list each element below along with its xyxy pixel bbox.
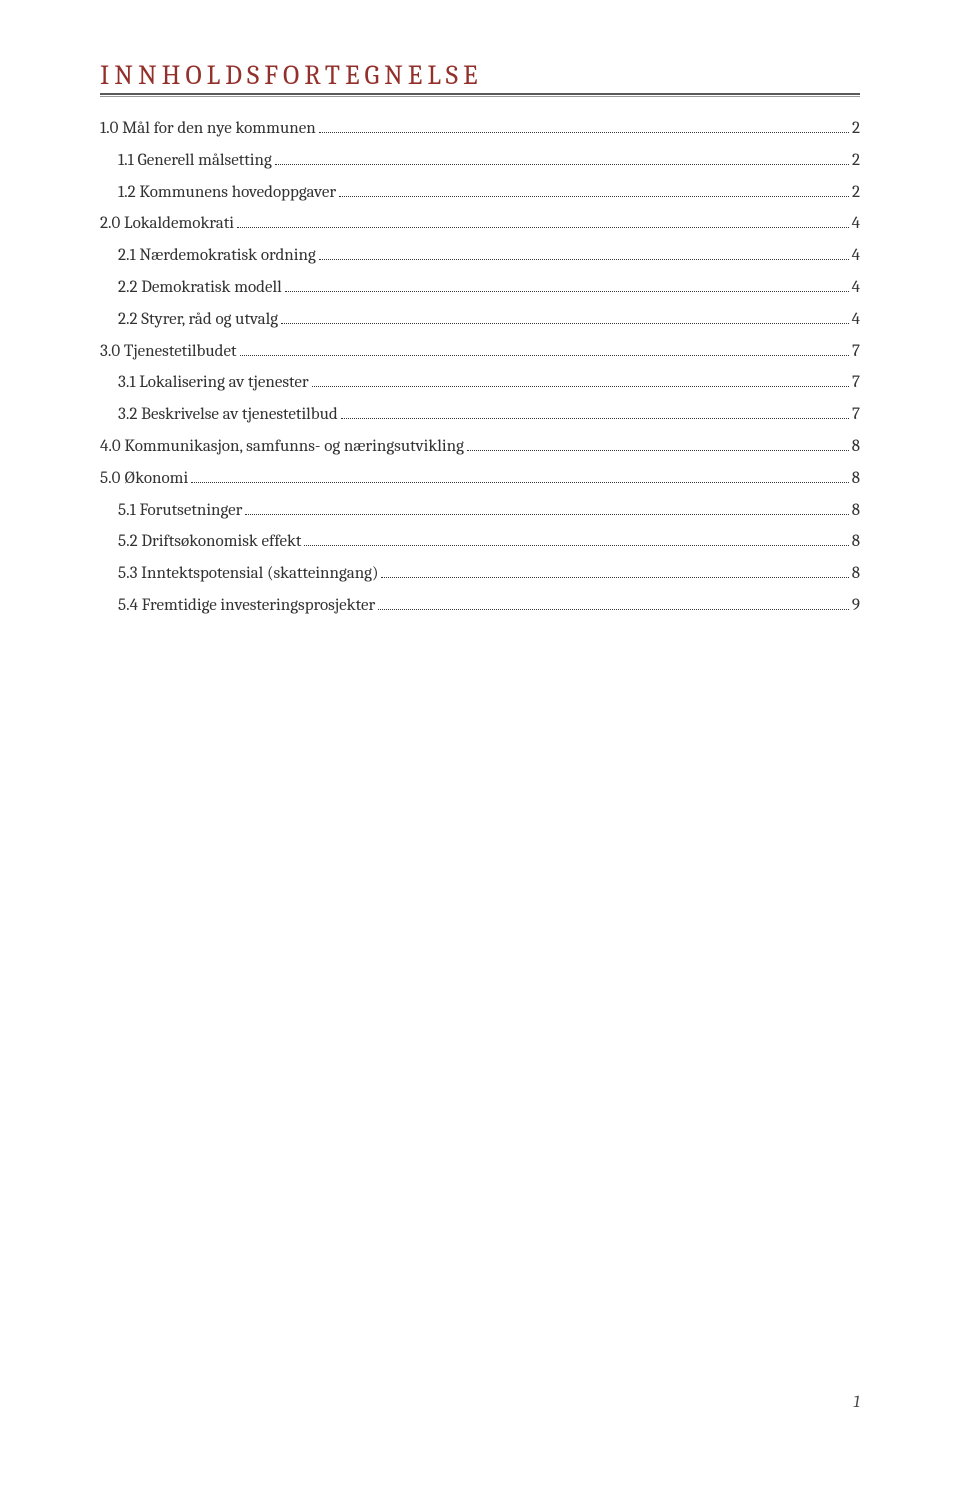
toc-entry-page: 9 xyxy=(852,594,860,618)
toc-entry-label: 3.0 Tjenestetilbudet xyxy=(100,340,237,364)
toc-leader-dots xyxy=(467,450,849,451)
toc-entry-label: 5.0 Økonomi xyxy=(100,467,188,491)
toc-leader-dots xyxy=(191,482,849,483)
table-of-contents: 1.0 Mål for den nye kommunen21.1 Generel… xyxy=(100,117,860,618)
toc-entry: 2.2 Demokratisk modell 4 xyxy=(100,276,860,300)
toc-entry-page: 8 xyxy=(852,435,860,459)
toc-leader-dots xyxy=(237,227,849,228)
toc-leader-dots xyxy=(275,164,849,165)
toc-leader-dots xyxy=(339,196,849,197)
toc-entry-page: 2 xyxy=(852,149,860,173)
toc-leader-dots xyxy=(319,259,849,260)
page-title: INNHOLDSFORTEGNELSE xyxy=(100,60,860,93)
toc-entry-page: 7 xyxy=(852,340,860,364)
toc-entry-page: 8 xyxy=(852,530,860,554)
toc-entry-page: 4 xyxy=(852,212,860,236)
toc-entry-label: 5.4 Fremtidige investeringsprosjekter xyxy=(118,594,375,618)
toc-entry-label: 3.1 Lokalisering av tjenester xyxy=(118,371,309,395)
toc-entry-page: 4 xyxy=(852,276,860,300)
toc-entry: 4.0 Kommunikasjon, samfunns- og næringsu… xyxy=(100,435,860,459)
toc-leader-dots xyxy=(381,577,848,578)
page-number: 1 xyxy=(853,1393,860,1412)
toc-entry-label: 5.3 Inntektspotensial (skatteinngang) xyxy=(118,562,378,586)
toc-entry: 5.3 Inntektspotensial (skatteinngang) 8 xyxy=(100,562,860,586)
toc-entry: 5.4 Fremtidige investeringsprosjekter 9 xyxy=(100,594,860,618)
toc-entry-label: 1.0 Mål for den nye kommunen xyxy=(100,117,316,141)
toc-leader-dots xyxy=(319,132,849,133)
toc-entry: 3.2 Beskrivelse av tjenestetilbud 7 xyxy=(100,403,860,427)
toc-entry-label: 1.2 Kommunens hovedoppgaver xyxy=(118,181,336,205)
toc-leader-dots xyxy=(285,291,849,292)
toc-leader-dots xyxy=(312,386,849,387)
toc-entry-page: 4 xyxy=(852,308,860,332)
toc-entry: 3.1 Lokalisering av tjenester 7 xyxy=(100,371,860,395)
toc-entry: 2.0 Lokaldemokrati 4 xyxy=(100,212,860,236)
toc-entry: 1.1 Generell målsetting 2 xyxy=(100,149,860,173)
title-rule xyxy=(100,93,860,97)
toc-entry: 3.0 Tjenestetilbudet 7 xyxy=(100,340,860,364)
toc-entry: 5.1 Forutsetninger 8 xyxy=(100,499,860,523)
toc-entry-page: 7 xyxy=(852,403,860,427)
toc-entry-label: 2.0 Lokaldemokrati xyxy=(100,212,234,236)
toc-leader-dots xyxy=(245,514,848,515)
toc-entry: 2.1 Nærdemokratisk ordning 4 xyxy=(100,244,860,268)
toc-entry-page: 4 xyxy=(852,244,860,268)
toc-entry: 1.2 Kommunens hovedoppgaver 2 xyxy=(100,181,860,205)
toc-entry-label: 1.1 Generell målsetting xyxy=(118,149,272,173)
toc-entry-page: 2 xyxy=(852,181,860,205)
toc-entry-label: 4.0 Kommunikasjon, samfunns- og næringsu… xyxy=(100,435,464,459)
toc-entry-page: 8 xyxy=(852,499,860,523)
toc-entry: 5.0 Økonomi 8 xyxy=(100,467,860,491)
toc-leader-dots xyxy=(281,323,849,324)
toc-entry: 2.2 Styrer, råd og utvalg 4 xyxy=(100,308,860,332)
toc-entry-label: 3.2 Beskrivelse av tjenestetilbud xyxy=(118,403,338,427)
toc-entry-page: 8 xyxy=(852,562,860,586)
toc-entry-page: 2 xyxy=(852,117,860,141)
toc-leader-dots xyxy=(378,609,849,610)
toc-entry-label: 5.2 Driftsøkonomisk effekt xyxy=(118,530,301,554)
toc-entry-label: 2.1 Nærdemokratisk ordning xyxy=(118,244,316,268)
toc-leader-dots xyxy=(341,418,849,419)
toc-leader-dots xyxy=(304,545,848,546)
toc-leader-dots xyxy=(240,355,849,356)
toc-entry-label: 5.1 Forutsetninger xyxy=(118,499,242,523)
toc-entry-label: 2.2 Demokratisk modell xyxy=(118,276,282,300)
toc-entry-label: 2.2 Styrer, råd og utvalg xyxy=(118,308,278,332)
toc-entry: 5.2 Driftsøkonomisk effekt 8 xyxy=(100,530,860,554)
toc-entry-page: 7 xyxy=(852,371,860,395)
toc-entry: 1.0 Mål for den nye kommunen 2 xyxy=(100,117,860,141)
toc-entry-page: 8 xyxy=(852,467,860,491)
